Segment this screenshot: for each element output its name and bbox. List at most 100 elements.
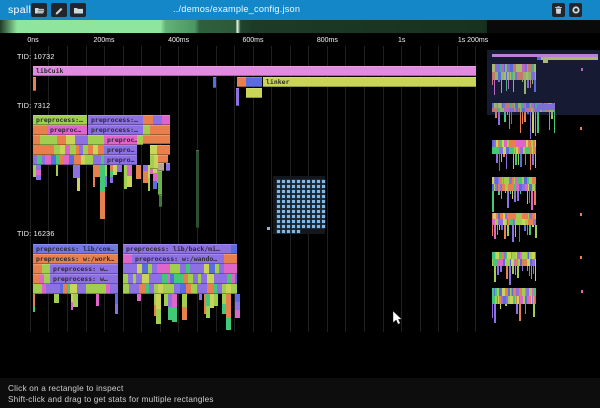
trace-block[interactable]	[143, 115, 153, 125]
trace-span[interactable]: preprocess: w:/wando…	[132, 254, 224, 264]
trace-block[interactable]	[157, 145, 170, 155]
settings-button[interactable]	[569, 3, 582, 17]
trace-block[interactable]	[231, 244, 237, 254]
trace-block[interactable]	[196, 150, 199, 228]
trace-block[interactable]	[168, 307, 172, 320]
trace-block[interactable]	[206, 306, 210, 318]
trace-block[interactable]	[154, 294, 156, 305]
trace-block[interactable]	[33, 274, 39, 284]
trace-block[interactable]	[164, 294, 168, 306]
trace-block[interactable]	[33, 125, 47, 135]
trace-block[interactable]	[154, 305, 156, 316]
open-file-button[interactable]	[31, 3, 47, 17]
trace-block[interactable]	[214, 294, 218, 306]
trace-block[interactable]	[110, 171, 113, 177]
trace-block[interactable]	[235, 310, 240, 318]
trace-overview-strip[interactable]	[0, 20, 600, 33]
trace-span[interactable]: preprocess: w:/work…	[33, 254, 118, 264]
trace-block[interactable]	[36, 175, 41, 180]
trace-block[interactable]	[153, 165, 157, 173]
trace-block[interactable]	[150, 155, 154, 169]
trace-block[interactable]	[105, 176, 107, 187]
trace-block[interactable]	[136, 165, 141, 179]
trace-block[interactable]	[44, 274, 50, 284]
trace-block[interactable]	[66, 135, 75, 145]
trace-block[interactable]	[159, 195, 162, 207]
trace-block[interactable]	[153, 181, 157, 189]
trace-block[interactable]	[158, 163, 164, 171]
edit-button[interactable]	[51, 3, 67, 17]
trace-block[interactable]	[117, 165, 122, 172]
trace-span[interactable]: preprocess: w…	[50, 264, 118, 274]
trace-block[interactable]	[73, 294, 78, 307]
trace-block[interactable]	[124, 165, 127, 177]
trace-block[interactable]	[33, 264, 42, 274]
trace-block[interactable]	[123, 254, 132, 264]
trace-block[interactable]	[204, 294, 206, 304]
trace-block[interactable]	[40, 135, 57, 145]
trace-span[interactable]: prepro…	[104, 145, 137, 155]
trace-block[interactable]	[88, 135, 104, 145]
trace-block[interactable]	[213, 77, 216, 88]
trace-block[interactable]	[95, 165, 100, 177]
trace-block[interactable]	[143, 125, 150, 135]
trace-block[interactable]	[153, 173, 157, 181]
trace-block[interactable]	[166, 163, 170, 171]
trace-block[interactable]	[158, 171, 162, 195]
trace-block[interactable]	[143, 171, 148, 177]
trace-block[interactable]	[124, 177, 127, 189]
trace-block[interactable]	[33, 135, 40, 145]
trace-block[interactable]	[127, 165, 132, 176]
trace-span[interactable]: prepro…	[104, 155, 137, 165]
trace-block[interactable]	[39, 274, 44, 284]
trace-block[interactable]	[96, 294, 99, 306]
trace-block[interactable]	[226, 318, 231, 330]
trace-block[interactable]	[150, 145, 157, 155]
folder-button[interactable]	[70, 3, 86, 17]
time-ruler[interactable]: 0ns 200ms 400ms 600ms 800ms 1s 1s 200ms	[0, 33, 488, 50]
trace-block[interactable]	[137, 135, 143, 145]
trace-block[interactable]	[57, 135, 66, 145]
trace-row[interactable]	[33, 284, 118, 294]
trace-block[interactable]	[158, 155, 168, 163]
trace-block[interactable]	[150, 165, 153, 174]
trace-block[interactable]	[127, 176, 132, 187]
trace-block[interactable]	[115, 294, 118, 304]
trace-block[interactable]	[143, 165, 148, 171]
trace-span[interactable]: preprocess:…	[88, 115, 143, 125]
trace-block[interactable]	[222, 304, 226, 314]
trace-block[interactable]	[42, 264, 50, 274]
trace-span[interactable]: preprocess: lib/back/mi…	[123, 244, 231, 254]
trace-block[interactable]	[77, 165, 80, 178]
trace-row[interactable]	[33, 155, 104, 165]
trace-row[interactable]	[123, 274, 237, 284]
trace-block[interactable]	[110, 177, 113, 183]
trace-block[interactable]	[153, 115, 162, 125]
trace-span[interactable]: preproc…	[104, 135, 137, 145]
trace-block[interactable]	[54, 294, 59, 303]
trace-block[interactable]	[143, 177, 148, 183]
trace-block[interactable]	[156, 294, 161, 309]
trace-block[interactable]	[222, 294, 226, 304]
trace-span[interactable]: preprocess:…	[33, 115, 87, 125]
trace-block[interactable]	[226, 294, 231, 306]
trace-block[interactable]	[100, 165, 105, 192]
trace-block[interactable]	[137, 294, 141, 301]
trace-block[interactable]	[224, 254, 237, 264]
clear-trace-button[interactable]	[552, 3, 565, 17]
trace-span[interactable]: preproc…	[47, 125, 87, 135]
trace-block[interactable]	[172, 308, 177, 322]
trace-block[interactable]	[33, 294, 35, 300]
trace-block[interactable]	[237, 77, 246, 87]
trace-block[interactable]	[105, 165, 107, 176]
trace-row[interactable]	[123, 264, 237, 274]
trace-block[interactable]	[36, 165, 41, 170]
trace-block[interactable]	[77, 178, 80, 191]
trace-block[interactable]	[33, 300, 35, 306]
trace-block[interactable]	[162, 115, 170, 125]
trace-block[interactable]	[210, 294, 214, 308]
trace-span[interactable]: preprocess: w…	[50, 274, 118, 284]
trace-row[interactable]	[33, 145, 104, 155]
trace-block[interactable]	[36, 170, 41, 175]
trace-block[interactable]	[148, 178, 150, 191]
